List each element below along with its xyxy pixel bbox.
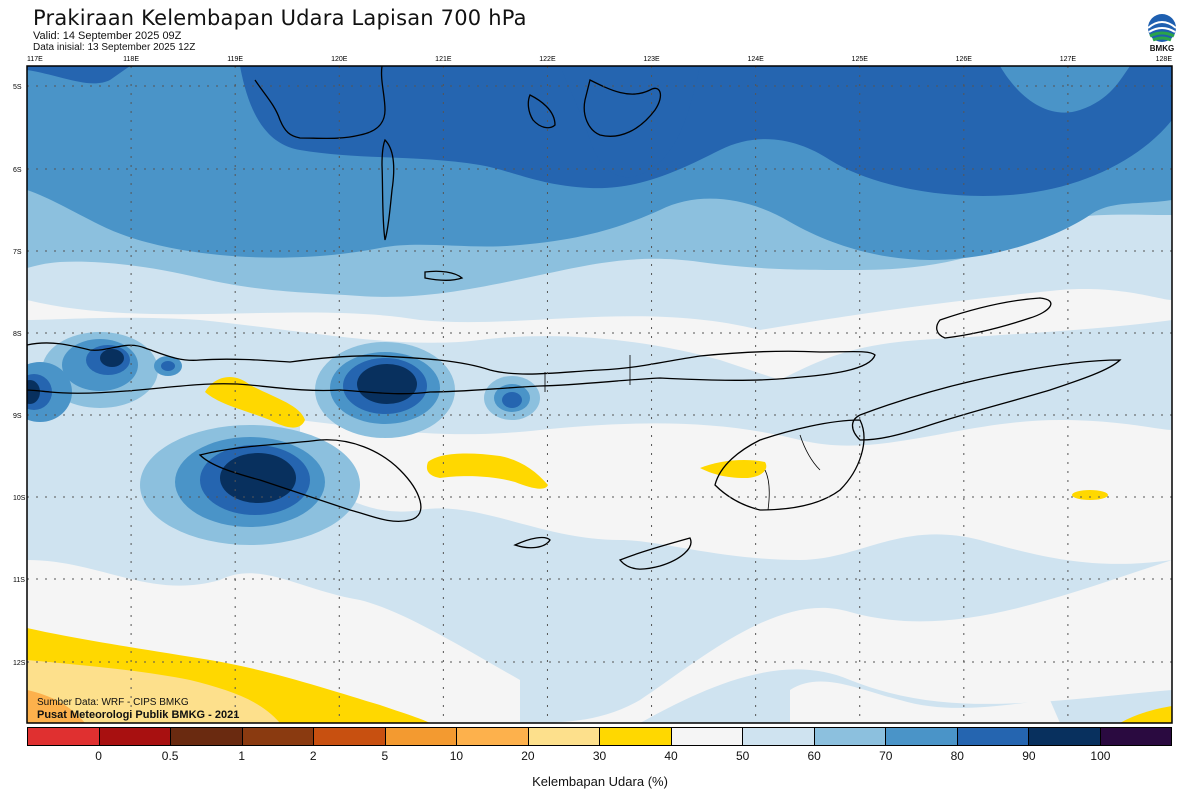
colorbar-tick-label: 40 xyxy=(664,749,678,763)
colorbar-tick-label: 100 xyxy=(1090,749,1111,763)
colorbar-swatch xyxy=(814,728,886,745)
colorbar-swatch xyxy=(957,728,1029,745)
colorbar-tick-label: 20 xyxy=(521,749,535,763)
colorbar-tick-label: 80 xyxy=(950,749,964,763)
humidity-80-90-area xyxy=(240,66,1172,196)
colorbar-swatch xyxy=(457,728,529,745)
admin-borders xyxy=(544,355,821,511)
colorbar-tick-label: 2 xyxy=(309,749,317,763)
colorbar-tick-label: 1 xyxy=(238,749,246,763)
colorbar xyxy=(27,727,1172,746)
data-source-credit: Sumber Data: WRF - CIPS BMKG xyxy=(37,697,189,708)
lon-label: 124E xyxy=(747,56,764,63)
lon-label: 127E xyxy=(1060,56,1077,63)
lon-label: 125E xyxy=(852,56,869,63)
colorbar-swatch xyxy=(385,728,457,745)
lon-label: 118E xyxy=(123,56,139,63)
coastlines xyxy=(27,66,1122,570)
humidity-30-40-area xyxy=(426,453,548,489)
lon-label: 123E xyxy=(643,56,660,63)
longitude-labels: 117E 118E 119E 120E 121E 122E 123E 124E 125E 126E… xyxy=(27,56,1172,63)
colorbar-swatch xyxy=(28,728,100,745)
lat-label: 9S xyxy=(13,413,22,420)
lon-label: 126E xyxy=(956,56,973,63)
lat-label: 7S xyxy=(13,249,22,256)
colorbar-swatch xyxy=(886,728,958,745)
bmkg-logo-icon xyxy=(1147,14,1177,42)
humidity-20-30-area xyxy=(27,660,280,723)
colorbar-tick-label: 60 xyxy=(807,749,821,763)
colorbar-tick-label: 0 xyxy=(95,749,102,763)
colorbar-swatch xyxy=(1100,728,1171,745)
valid-time: Valid: 14 September 2025 09Z xyxy=(33,30,182,42)
colorbar-swatch xyxy=(99,728,171,745)
colorbar-swatch xyxy=(171,728,243,745)
colorbar-tick-label: 10 xyxy=(449,749,464,763)
humidity-40-50-area xyxy=(27,288,1172,380)
colorbar-swatch xyxy=(242,728,314,745)
colorbar-tick-label: 0.5 xyxy=(161,749,179,763)
colorbar-tick-label: 30 xyxy=(592,749,607,763)
humidity-80-90-area xyxy=(560,66,700,178)
humidity-20-30-area xyxy=(27,690,85,723)
lon-label: 117E xyxy=(27,56,43,63)
lat-lon-grid xyxy=(27,66,1172,723)
colorbar-tick-label: 70 xyxy=(879,749,893,763)
lat-label: 8S xyxy=(13,331,22,338)
colorbar-tick-label: 50 xyxy=(735,749,750,763)
colorbar-swatch xyxy=(600,728,672,745)
lon-label: 128E xyxy=(1156,56,1173,63)
lat-label: 5S xyxy=(13,84,22,91)
humidity-80-90-area xyxy=(27,66,130,84)
lat-label: 11S xyxy=(13,577,25,584)
colorbar-tick-label: 90 xyxy=(1022,749,1036,763)
humidity-map: 117E 118E 119E 120E 121E 122E 123E 124E 125E 126E… xyxy=(13,56,1173,724)
lon-label: 121E xyxy=(435,56,452,63)
humidity-30-40-area xyxy=(1120,706,1172,723)
humidity-40-50-area xyxy=(300,420,1172,564)
lon-label: 120E xyxy=(331,56,348,63)
colorbar-swatch xyxy=(528,728,600,745)
colorbar-tick-label: 5 xyxy=(381,749,389,763)
organization-credit: Pusat Meteorologi Publik BMKG - 2021 xyxy=(37,709,240,721)
lon-label: 122E xyxy=(539,56,556,63)
initial-data-time: Data inisial: 13 September 2025 12Z xyxy=(33,42,196,53)
logo-label: BMKG xyxy=(1149,44,1175,53)
colorbar-unit-label: Kelembapan Udara (%) xyxy=(532,774,668,789)
lat-label: 10S xyxy=(13,495,26,502)
colorbar-swatch xyxy=(743,728,815,745)
colorbar-swatch xyxy=(314,728,386,745)
map-frame xyxy=(26,65,1173,724)
lat-label: 12S xyxy=(13,660,26,667)
humidity-40-50-area xyxy=(790,681,1060,723)
latitude-labels: 5S 6S 7S 8S 9S 10S 11S 12S xyxy=(13,84,26,667)
colorbar-swatch xyxy=(1029,728,1101,745)
humidity-30-40-area xyxy=(700,460,767,478)
map-title: Prakiraan Kelembapan Udara Lapisan 700 h… xyxy=(33,6,527,30)
lon-label: 119E xyxy=(227,56,243,63)
colorbar-swatch xyxy=(671,728,743,745)
lat-label: 6S xyxy=(13,167,22,174)
humidity-30-40-area xyxy=(1072,490,1108,500)
